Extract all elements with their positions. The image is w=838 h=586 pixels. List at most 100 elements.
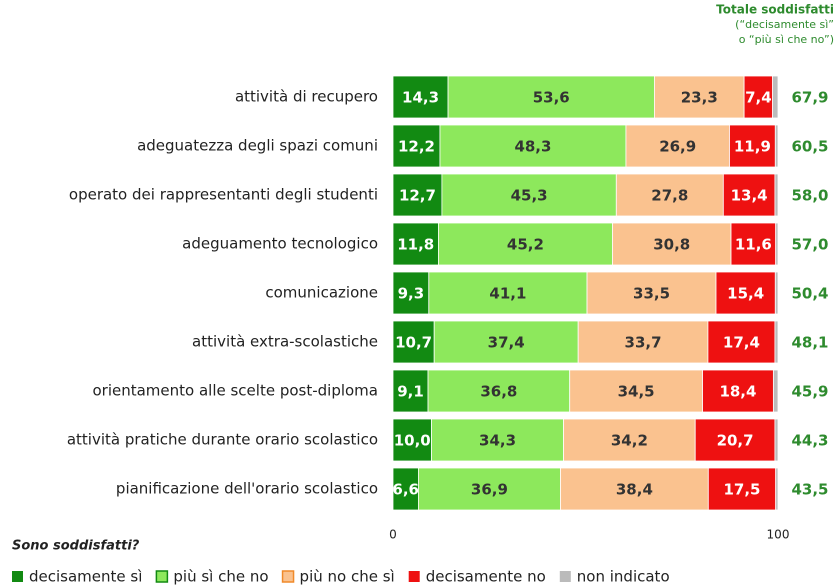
value-label: 23,3	[681, 89, 718, 107]
value-label: 26,9	[659, 138, 696, 156]
totals-subtitle: (“decisamente sì”	[735, 18, 834, 31]
category-label: comunicazione	[265, 284, 378, 302]
value-label: 36,9	[471, 481, 508, 499]
legend-label: non indicato	[577, 568, 670, 586]
total-label: 48,1	[791, 334, 828, 352]
value-label: 30,8	[653, 236, 690, 254]
bar-segment	[569, 369, 703, 413]
legend-label: più no che sì	[300, 568, 395, 586]
bar-segment	[774, 418, 779, 462]
bar-segment	[774, 271, 779, 315]
legend-swatch	[408, 571, 420, 582]
bar-segment	[392, 173, 443, 217]
value-label: 7,4	[745, 89, 772, 107]
bar-segment	[707, 467, 777, 511]
value-label: 11,6	[735, 236, 772, 254]
bar-segment	[730, 222, 777, 266]
value-label: 10,0	[394, 432, 431, 450]
value-label: 13,4	[731, 187, 768, 205]
bar-segment	[392, 271, 430, 315]
legend-swatch	[155, 570, 169, 583]
value-label: 11,9	[734, 138, 771, 156]
annotation: Sono soddisfatti?	[12, 539, 140, 554]
bar-segment	[392, 418, 432, 462]
x-tick-label: 0	[389, 528, 397, 542]
value-label: 6,6	[392, 481, 419, 499]
value-label: 11,8	[397, 236, 434, 254]
category-label: orientamento alle scelte post-diploma	[92, 382, 378, 400]
total-label: 43,5	[791, 481, 828, 499]
x-tick-label: 100	[767, 528, 790, 542]
bar-segment	[586, 271, 717, 315]
value-label: 36,8	[480, 383, 517, 401]
bar-segment	[774, 320, 779, 364]
value-label: 20,7	[717, 432, 754, 450]
value-label: 45,2	[507, 236, 544, 254]
bar-segment	[772, 75, 779, 119]
bar-segment	[560, 467, 709, 511]
bar-segment	[392, 124, 441, 168]
legend-swatch	[281, 570, 295, 583]
legend-swatch	[559, 571, 571, 582]
bar-segment	[563, 418, 696, 462]
value-label: 18,4	[719, 383, 756, 401]
total-label: 58,0	[791, 187, 828, 205]
category-label: attività extra-scolastiche	[192, 333, 378, 351]
bar-segment	[715, 271, 776, 315]
value-label: 17,5	[723, 481, 760, 499]
value-label: 17,4	[723, 334, 760, 352]
category-label: attività pratiche durante orario scolast…	[67, 431, 378, 449]
bar-segment	[577, 320, 709, 364]
totals-title: Totale soddisfatti	[716, 3, 834, 17]
bar-segment	[654, 75, 745, 119]
legend-label: decisamente no	[426, 568, 546, 586]
bar-segment	[392, 369, 429, 413]
legend-label: più sì che no	[173, 568, 268, 586]
total-label: 57,0	[791, 236, 828, 254]
bar-segment	[438, 222, 613, 266]
category-label: pianificazione dell'orario scolastico	[116, 480, 378, 498]
value-label: 37,4	[488, 334, 525, 352]
category-label: attività di recupero	[235, 88, 378, 106]
value-label: 53,6	[533, 89, 570, 107]
value-label: 45,3	[511, 187, 548, 205]
total-label: 67,9	[791, 89, 828, 107]
bar-segment	[418, 467, 561, 511]
bar-segment	[774, 173, 779, 217]
total-label: 60,5	[791, 138, 828, 156]
category-label: operato dei rappresentanti degli student…	[69, 186, 378, 204]
legend-swatch	[12, 571, 23, 582]
category-label: adeguatezza degli spazi comuni	[137, 137, 378, 155]
bar-segment	[439, 124, 627, 168]
value-label: 15,4	[727, 285, 764, 303]
total-label: 44,3	[791, 432, 828, 450]
bar-segment	[441, 173, 617, 217]
bar-segment	[702, 369, 774, 413]
bar-segment	[392, 320, 435, 364]
bar-segment	[722, 173, 776, 217]
bar-segment	[772, 369, 779, 413]
value-label: 34,3	[479, 432, 516, 450]
bar-segment	[774, 124, 779, 168]
bar-segment	[428, 271, 588, 315]
bar-segment	[625, 124, 730, 168]
bar-segment	[775, 467, 779, 511]
value-label: 27,8	[651, 187, 688, 205]
value-label: 9,3	[398, 285, 425, 303]
value-label: 9,1	[397, 383, 424, 401]
value-label: 34,2	[611, 432, 648, 450]
bar-segment	[729, 124, 776, 168]
value-label: 34,5	[618, 383, 655, 401]
bar-segment	[392, 222, 439, 266]
value-label: 41,1	[489, 285, 526, 303]
value-label: 12,7	[399, 187, 436, 205]
totals-subtitle: o “più sì che no”)	[739, 33, 834, 46]
bar-segment	[447, 75, 655, 119]
bar-segment	[433, 320, 579, 364]
value-label: 10,7	[395, 334, 432, 352]
category-label: adeguamento tecnologico	[182, 235, 378, 253]
value-label: 33,7	[625, 334, 662, 352]
value-label: 33,5	[633, 285, 670, 303]
value-label: 48,3	[514, 138, 551, 156]
